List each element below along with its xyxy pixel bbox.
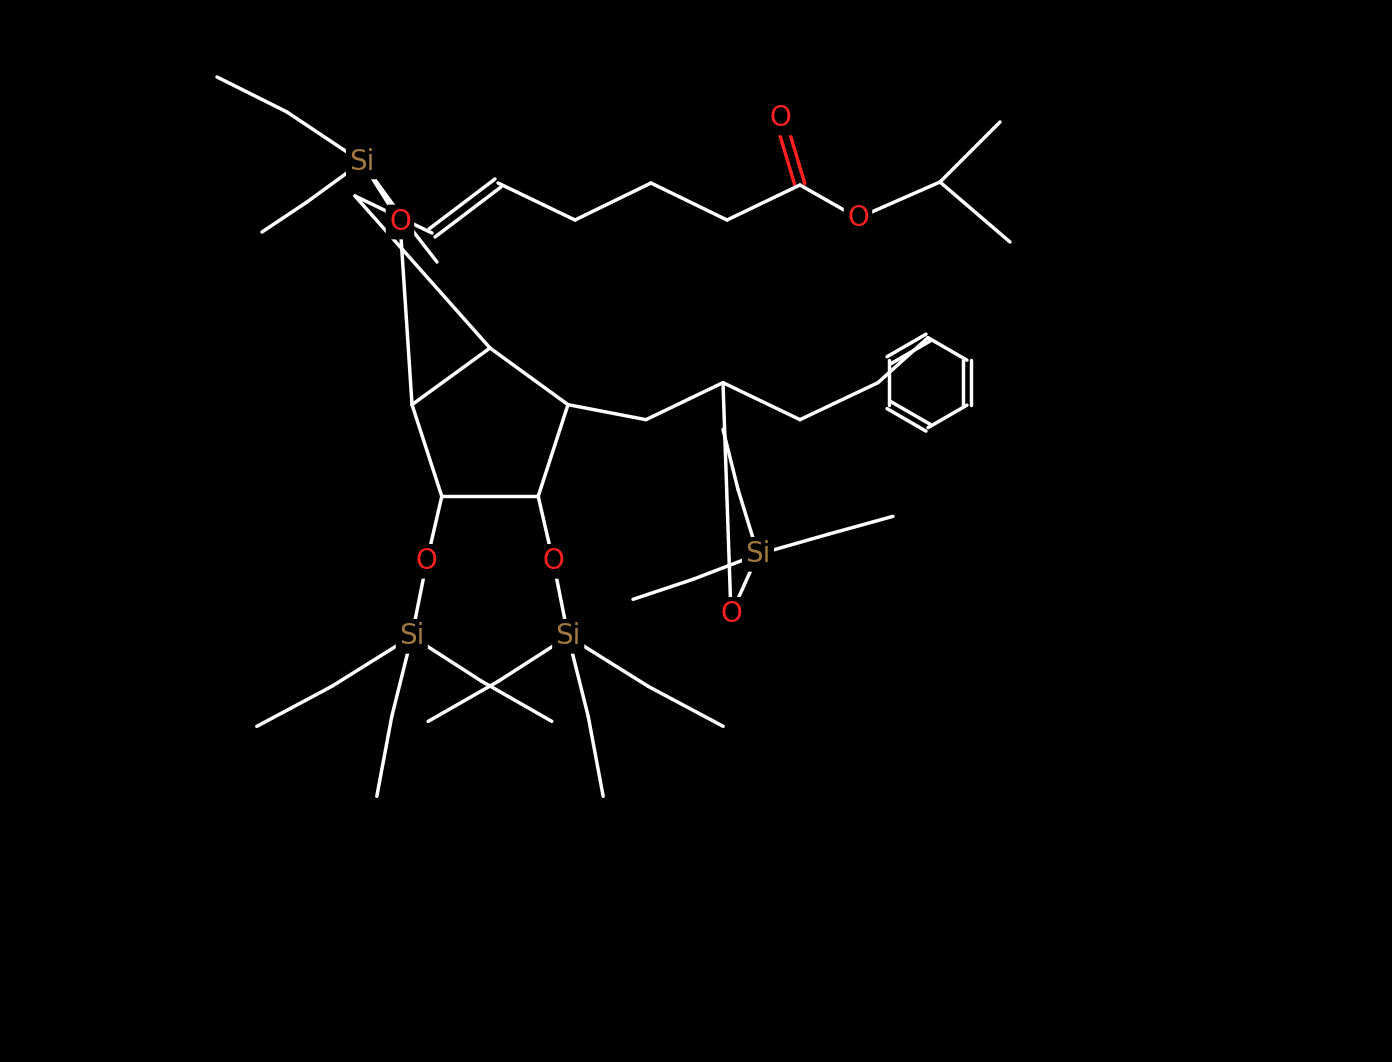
Text: Si: Si [745,541,771,568]
Text: O: O [770,104,791,132]
Text: O: O [543,547,564,576]
Text: O: O [416,547,437,576]
Text: Si: Si [555,622,580,650]
Text: Si: Si [349,148,374,176]
Text: O: O [720,600,742,629]
Text: O: O [848,204,869,232]
Text: Si: Si [400,622,425,650]
Text: O: O [390,208,411,236]
